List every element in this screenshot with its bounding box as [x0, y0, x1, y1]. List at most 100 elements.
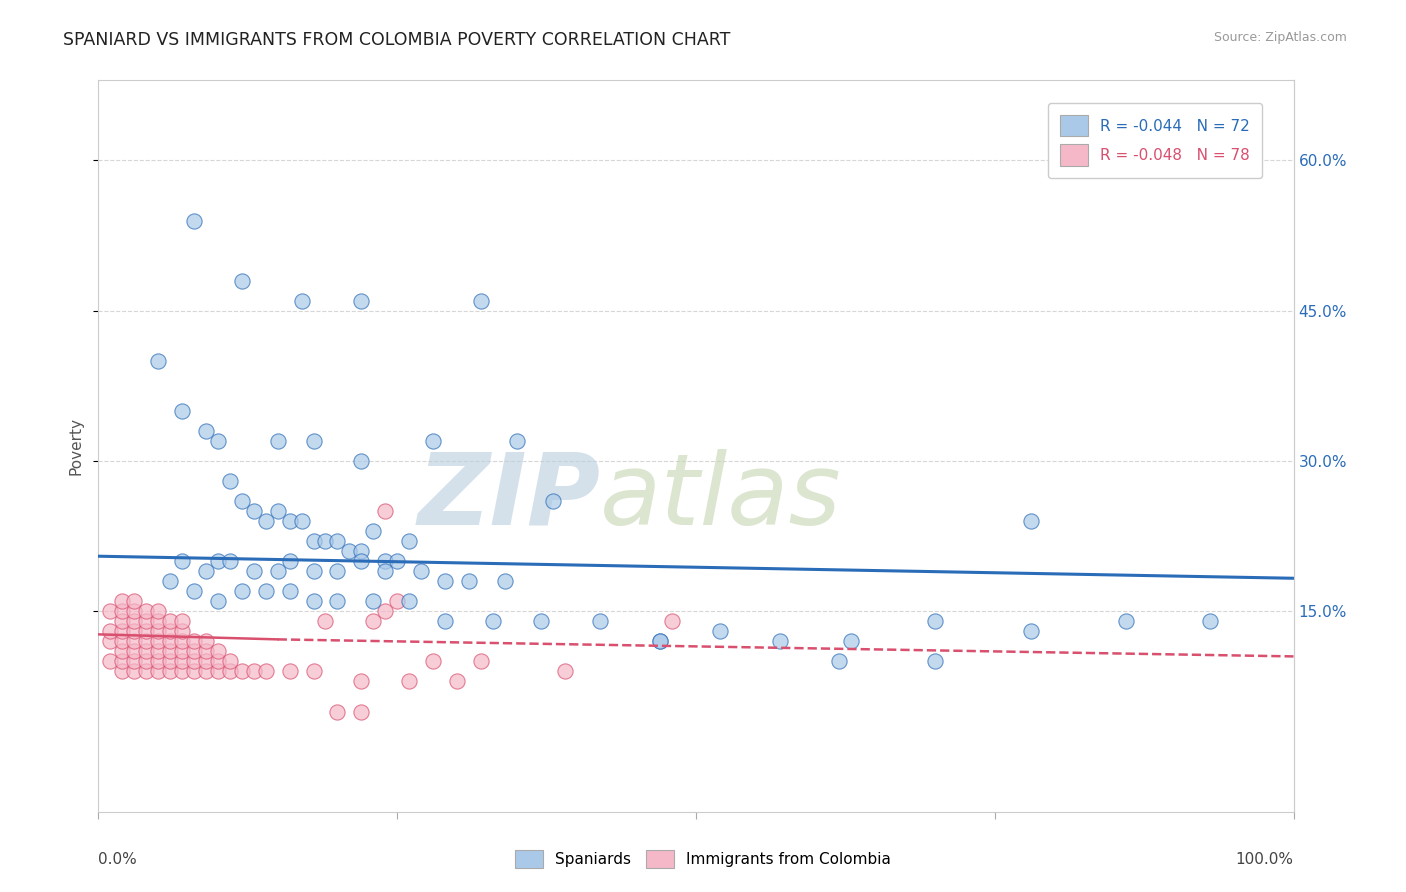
- Text: 0.0%: 0.0%: [98, 852, 138, 867]
- Point: [374, 564, 396, 578]
- Point: [148, 644, 170, 658]
- Point: [159, 665, 181, 679]
- Point: [841, 634, 863, 648]
- Point: [135, 665, 157, 679]
- Point: [422, 655, 444, 669]
- Point: [254, 665, 277, 679]
- Point: [195, 655, 218, 669]
- Point: [148, 354, 170, 368]
- Point: [183, 584, 205, 599]
- Point: [159, 615, 181, 629]
- Legend: R = -0.044   N = 72, R = -0.048   N = 78: R = -0.044 N = 72, R = -0.048 N = 78: [1047, 103, 1263, 178]
- Point: [350, 554, 373, 568]
- Point: [195, 644, 218, 658]
- Point: [363, 524, 385, 538]
- Point: [339, 544, 361, 558]
- Point: [159, 634, 181, 648]
- Point: [231, 665, 253, 679]
- Point: [207, 644, 229, 658]
- Point: [350, 705, 373, 719]
- Point: [363, 594, 385, 608]
- Point: [124, 624, 146, 639]
- Point: [267, 564, 290, 578]
- Text: atlas: atlas: [600, 449, 842, 546]
- Point: [385, 594, 409, 608]
- Point: [1019, 514, 1042, 528]
- Point: [111, 604, 134, 618]
- Text: SPANIARD VS IMMIGRANTS FROM COLOMBIA POVERTY CORRELATION CHART: SPANIARD VS IMMIGRANTS FROM COLOMBIA POV…: [63, 31, 731, 49]
- Point: [148, 604, 170, 618]
- Point: [172, 404, 194, 418]
- Point: [350, 674, 373, 689]
- Point: [434, 615, 457, 629]
- Point: [446, 674, 468, 689]
- Point: [374, 604, 396, 618]
- Point: [458, 574, 481, 589]
- Point: [267, 504, 290, 518]
- Point: [135, 634, 157, 648]
- Point: [374, 504, 396, 518]
- Point: [124, 604, 146, 618]
- Point: [183, 213, 205, 227]
- Point: [111, 624, 134, 639]
- Point: [183, 665, 205, 679]
- Point: [648, 634, 672, 648]
- Point: [135, 624, 157, 639]
- Point: [183, 634, 205, 648]
- Point: [411, 564, 433, 578]
- Point: [315, 534, 337, 549]
- Point: [291, 514, 314, 528]
- Point: [302, 534, 325, 549]
- Point: [350, 293, 373, 308]
- Point: [302, 665, 325, 679]
- Point: [159, 574, 181, 589]
- Point: [148, 655, 170, 669]
- Point: [231, 584, 253, 599]
- Point: [124, 644, 146, 658]
- Point: [219, 474, 242, 488]
- Point: [278, 514, 301, 528]
- Point: [111, 594, 134, 608]
- Point: [98, 604, 122, 618]
- Point: [374, 554, 396, 568]
- Point: [470, 293, 492, 308]
- Text: 100.0%: 100.0%: [1236, 852, 1294, 867]
- Point: [148, 615, 170, 629]
- Point: [124, 634, 146, 648]
- Point: [924, 655, 946, 669]
- Point: [172, 615, 194, 629]
- Point: [648, 634, 672, 648]
- Point: [254, 584, 277, 599]
- Point: [207, 655, 229, 669]
- Point: [254, 514, 277, 528]
- Point: [398, 594, 420, 608]
- Point: [159, 655, 181, 669]
- Point: [363, 615, 385, 629]
- Point: [183, 655, 205, 669]
- Point: [481, 615, 505, 629]
- Point: [243, 504, 266, 518]
- Point: [350, 544, 373, 558]
- Point: [315, 615, 337, 629]
- Point: [159, 624, 181, 639]
- Point: [172, 624, 194, 639]
- Text: ZIP: ZIP: [418, 449, 600, 546]
- Point: [506, 434, 529, 448]
- Point: [1115, 615, 1137, 629]
- Point: [302, 564, 325, 578]
- Point: [124, 615, 146, 629]
- Point: [111, 665, 134, 679]
- Point: [195, 665, 218, 679]
- Point: [398, 534, 420, 549]
- Point: [326, 705, 349, 719]
- Point: [195, 634, 218, 648]
- Legend: Spaniards, Immigrants from Colombia: Spaniards, Immigrants from Colombia: [508, 843, 898, 875]
- Point: [709, 624, 731, 639]
- Point: [111, 634, 134, 648]
- Point: [183, 644, 205, 658]
- Point: [768, 634, 790, 648]
- Point: [350, 454, 373, 468]
- Point: [111, 655, 134, 669]
- Point: [828, 655, 851, 669]
- Point: [207, 434, 229, 448]
